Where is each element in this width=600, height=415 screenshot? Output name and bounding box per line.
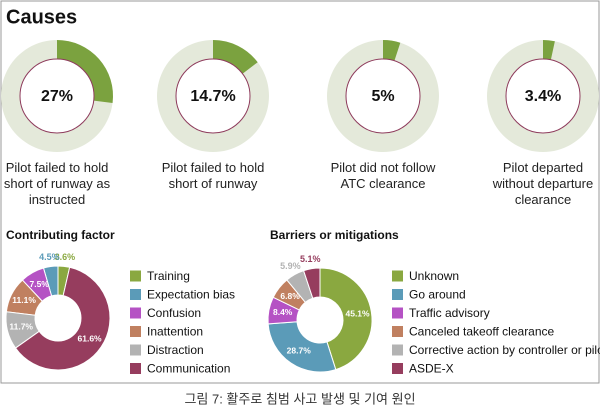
value-label: 5.1% — [300, 254, 321, 264]
gauge-inner — [345, 58, 421, 134]
chart-title: Barriers or mitigations — [270, 228, 399, 242]
legend-label: Inattention — [147, 325, 203, 339]
legend-swatch — [130, 307, 141, 319]
legend-label: Communication — [147, 362, 230, 376]
gauge-value: 5% — [371, 88, 394, 105]
donut-segment — [5, 279, 43, 316]
legend-label: Confusion — [147, 306, 201, 320]
legend-swatch — [130, 344, 141, 356]
value-label: 11.7% — [9, 322, 33, 332]
gauge-title: Pilot departed without departure clearan… — [492, 160, 594, 207]
value-label: 7.5% — [29, 279, 49, 289]
chart-title: Contributing factor — [6, 228, 115, 242]
gauge-inner — [19, 58, 95, 134]
gauge-value: 3.4% — [525, 88, 561, 105]
legend-label: Go around — [409, 288, 466, 302]
legend-swatch — [392, 270, 403, 282]
value-label: 61.6% — [78, 333, 103, 343]
gauge-value: 27% — [41, 88, 73, 105]
value-label: 5.9% — [280, 261, 301, 271]
gauge-inner — [505, 58, 581, 134]
value-label: 11.1% — [12, 295, 36, 305]
legend-swatch — [130, 363, 141, 374]
legend-label: Expectation bias — [147, 288, 235, 302]
legend-label: ASDE-X — [409, 362, 454, 376]
gauge-title: Pilot failed to hold short of runway as … — [3, 160, 111, 207]
donut-segment — [5, 311, 40, 349]
value-label: 4.5% — [39, 252, 60, 262]
legend-swatch — [392, 363, 403, 374]
value-label: 45.1% — [345, 308, 370, 318]
legend-swatch — [392, 344, 403, 356]
gauge-track — [326, 40, 439, 152]
legend-swatch — [130, 326, 141, 337]
legend-label: Unknown — [409, 269, 459, 283]
legend-label: Training — [147, 269, 190, 283]
gauge-title: Pilot did not follow ATC clearance — [330, 160, 436, 191]
donut-segment — [267, 321, 337, 373]
legend-swatch — [130, 289, 141, 300]
gauge-fill — [213, 40, 258, 74]
donut-segment — [302, 267, 321, 299]
legend-swatch — [130, 270, 141, 282]
legend-swatch — [392, 326, 403, 337]
legend-label: Corrective action by controller or pilot — [409, 343, 600, 357]
donut-segment — [42, 265, 59, 297]
caption: 그림 7: 활주로 침범 사고 발생 및 기여 원인 — [184, 391, 415, 406]
gauge-value: 14.7% — [190, 88, 235, 105]
gauge-title: Pilot failed to hold short of runway — [161, 160, 265, 191]
gauge-inner — [175, 58, 251, 134]
value-label: 3.6% — [55, 252, 76, 262]
donut-segment — [21, 267, 53, 302]
gauge-fill — [543, 40, 555, 60]
donut-segment — [14, 266, 111, 371]
donut-segment — [319, 267, 373, 371]
value-label: 28.7% — [287, 346, 312, 356]
legend-swatch — [392, 307, 403, 319]
gauge-fill — [383, 40, 401, 61]
legend-label: Traffic advisory — [409, 306, 490, 320]
heading: Causes — [6, 6, 77, 28]
legend-label: Distraction — [147, 343, 204, 357]
legend-label: Canceled takeoff clearance — [409, 325, 555, 339]
legend-swatch — [392, 289, 403, 300]
gauge-track — [486, 40, 599, 152]
value-label: 8.4% — [273, 307, 293, 317]
value-label: 6.8% — [280, 291, 300, 301]
frame — [0, 0, 600, 384]
